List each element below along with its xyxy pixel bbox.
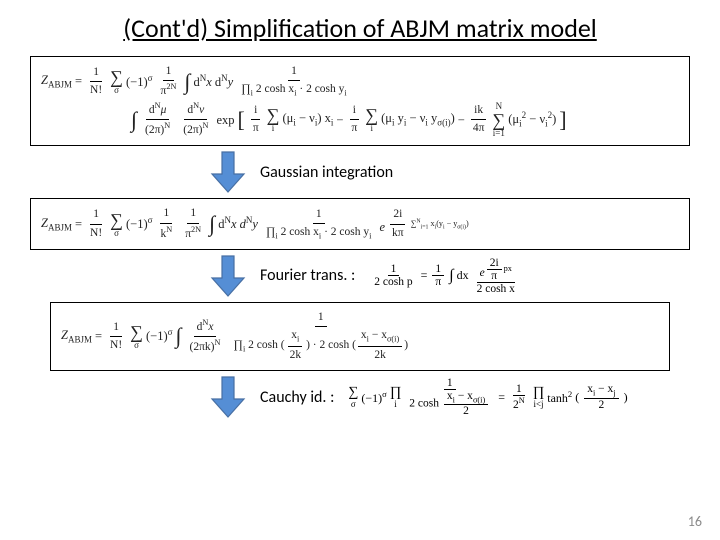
- sum-i-2: ∑i: [365, 106, 378, 133]
- frac-dNmu: dNμ (2π)N: [142, 100, 173, 139]
- e-sup: e 2ikπ ∑Ni=1 xi(yi − yσ(i)): [379, 206, 468, 242]
- frac-i-pi-1: iπ: [250, 102, 262, 138]
- step3-label: Cauchy id. :: [260, 388, 334, 407]
- arrow-row-2: Fourier trans. : 12 cosh p = 1π ∫ dx e2i…: [210, 254, 720, 298]
- dNx-dNy: dNx dNy: [218, 214, 258, 234]
- integral-icon: ∫: [184, 71, 190, 93]
- neg1-sigma: (−1)σ: [126, 72, 152, 92]
- eq1-term3: (μi2 − νi2): [508, 109, 556, 131]
- eq3-line: ZABJM = 1N! ∑σ (−1)σ ∫ dNx (2πk)N 1 ∏i 2…: [61, 309, 659, 364]
- equals-sign: =: [75, 215, 82, 234]
- equation-box-2: ZABJM = 1N! ∑σ (−1)σ 1kN 1π2N ∫ dNx dNy …: [30, 198, 690, 249]
- integral-icon: ∫: [131, 109, 137, 131]
- frac-cosh-product: 1 ∏i 2 cosh xi · 2 cosh yi: [238, 63, 350, 100]
- sum-sigma: ∑σ: [130, 323, 143, 350]
- step2-mini-eq: 12 cosh p = 1π ∫ dx e2iπpx 2 cosh x: [369, 257, 520, 295]
- down-arrow-icon: [210, 254, 246, 298]
- eq2-line: ZABJM = 1N! ∑σ (−1)σ 1kN 1π2N ∫ dNx dNy …: [41, 205, 679, 242]
- neg1-sigma: (−1)σ: [146, 326, 172, 346]
- minus-sign: −: [336, 111, 343, 130]
- frac-one-over-pi2N: 1π2N: [182, 205, 204, 242]
- frac-ik-4pi: ik4π: [470, 102, 488, 138]
- arrow-row-3: Cauchy id. : ∑σ (−1)σ ∏i 1 2 cosh xi − x…: [210, 375, 720, 419]
- step3-mini-eq: ∑σ (−1)σ ∏i 1 2 cosh xi − xσ(i)2 = 12N ∏…: [348, 377, 627, 417]
- sum-i-3: N∑i=1: [492, 102, 505, 138]
- sum-i-1: ∑i: [267, 106, 280, 133]
- eq1-term2: (μi yi − νi yσ(i)): [381, 109, 455, 130]
- exp-label: exp: [216, 111, 234, 130]
- equation-box-3: ZABJM = 1N! ∑σ (−1)σ ∫ dNx (2πk)N 1 ∏i 2…: [50, 302, 670, 371]
- arrow-row-1: Gaussian integration: [210, 150, 720, 194]
- eq1-lhs: ZABJM: [41, 71, 72, 92]
- equals-sign: =: [95, 327, 102, 346]
- integral-icon: ∫: [209, 213, 215, 235]
- eq3-lhs: ZABJM: [61, 326, 92, 347]
- frac-one-over-pi2N: 1 π2N: [158, 63, 180, 100]
- frac-i-pi-2: iπ: [348, 102, 360, 138]
- eq2-lhs: ZABJM: [41, 214, 72, 235]
- page-number: 16: [688, 513, 702, 530]
- step1-label: Gaussian integration: [260, 163, 393, 182]
- bracket-open-icon: [: [238, 109, 245, 131]
- down-arrow-icon: [210, 150, 246, 194]
- eq1-line2: ∫ dNμ (2π)N dNν (2π)N exp [ iπ ∑i (μi − …: [41, 100, 679, 139]
- frac-dNnu: dNν (2π)N: [180, 100, 211, 139]
- eq1-line1: ZABJM = 1N! ∑σ (−1)σ 1 π2N ∫ dNx dNy 1 ∏…: [41, 63, 679, 100]
- bracket-close-icon: ]: [559, 109, 566, 131]
- frac-one-over-Nfact: 1N!: [87, 64, 105, 100]
- sum-sigma: ∑σ: [110, 68, 123, 95]
- sum-sigma: ∑σ: [110, 211, 123, 238]
- frac-cosh-shift-product: 1 ∏i 2 cosh (xi2k) · 2 cosh (xi − xσ(i)2…: [230, 309, 411, 364]
- equals-sign: =: [75, 72, 82, 91]
- slide-title: (Cont'd) Simplification of ABJM matrix m…: [0, 0, 720, 52]
- equation-box-1: ZABJM = 1N! ∑σ (−1)σ 1 π2N ∫ dNx dNy 1 ∏…: [30, 56, 690, 146]
- minus-sign: −: [458, 111, 465, 130]
- down-arrow-icon: [210, 375, 246, 419]
- frac-dNx-over-2pikN: dNx (2πk)N: [187, 317, 224, 356]
- frac-one-over-Nfact: 1N!: [107, 319, 125, 355]
- eq1-term1: (μi − νi) xi: [282, 109, 333, 130]
- frac-cosh-product: 1 ∏i 2 cosh xi · 2 cosh yi: [263, 206, 375, 243]
- frac-one-over-Nfact: 1N!: [87, 206, 105, 242]
- step2-label: Fourier trans. :: [260, 266, 355, 285]
- integral-icon: ∫: [176, 325, 182, 347]
- dNx-dNy: dNx dNy: [193, 72, 233, 92]
- neg1-sigma: (−1)σ: [126, 214, 152, 234]
- frac-one-over-kN: 1kN: [158, 205, 176, 242]
